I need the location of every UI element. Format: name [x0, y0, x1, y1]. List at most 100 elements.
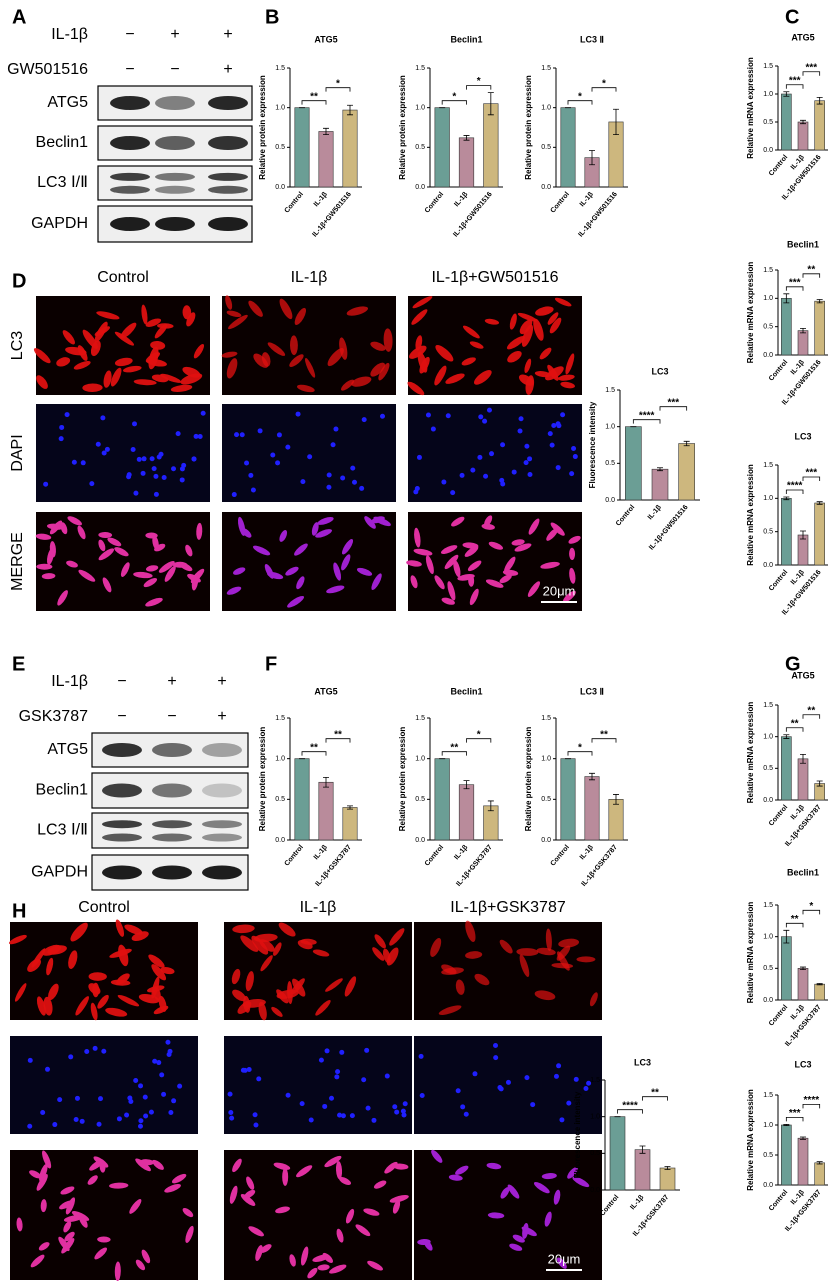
cell — [339, 1176, 352, 1186]
nucleus — [371, 1117, 377, 1123]
bar — [634, 1149, 651, 1191]
nucleus — [156, 1060, 162, 1066]
cell — [102, 577, 112, 593]
cell — [237, 516, 246, 536]
cell — [98, 548, 115, 561]
cell — [407, 381, 425, 396]
y-tick-label: 0.5 — [763, 324, 773, 331]
cell — [273, 942, 282, 956]
cell — [158, 561, 175, 573]
micrograph — [408, 404, 582, 502]
y-tick-label: 0.0 — [275, 837, 285, 844]
nucleus — [450, 490, 456, 496]
significance-label: *** — [789, 277, 801, 288]
nucleus — [159, 1072, 165, 1078]
micrograph — [414, 1149, 602, 1280]
nucleus — [140, 470, 146, 476]
y-tick-label: 1.0 — [763, 934, 773, 941]
bar — [458, 784, 475, 841]
cell — [82, 383, 103, 392]
significance-bracket — [785, 922, 804, 928]
cell — [509, 313, 517, 330]
cell — [499, 939, 513, 954]
nucleus — [197, 433, 203, 439]
cell — [517, 312, 537, 322]
cell — [109, 1182, 129, 1189]
band-label: Beclin1 — [36, 782, 89, 799]
blot-band — [208, 217, 248, 231]
y-tick-label: 1.5 — [415, 65, 425, 72]
cell — [431, 1149, 443, 1163]
y-tick-label: 0.0 — [415, 184, 425, 191]
nucleus — [52, 1122, 58, 1128]
cell — [226, 310, 242, 318]
blot-band — [202, 865, 242, 880]
cell — [434, 575, 445, 590]
bar — [797, 758, 809, 801]
cell — [339, 337, 348, 360]
cell — [558, 374, 575, 381]
x-tick-label: IL-1β — [453, 190, 470, 208]
cell — [386, 947, 399, 966]
significance-label: ** — [310, 91, 318, 102]
cell — [539, 347, 552, 360]
cell — [356, 567, 373, 576]
band-label: GAPDH — [31, 215, 88, 232]
y-tick-label: 0.5 — [415, 144, 425, 151]
nucleus — [527, 456, 533, 462]
cell — [240, 935, 259, 952]
cell — [133, 571, 153, 579]
cell — [484, 318, 500, 325]
cell — [264, 564, 274, 579]
panel-label: B — [265, 6, 279, 28]
cell — [97, 994, 109, 1009]
y-tick-label: 1.5 — [763, 63, 773, 70]
error-bar — [783, 496, 790, 501]
nucleus — [285, 444, 291, 450]
cell — [345, 1208, 355, 1224]
cell — [258, 1001, 267, 1021]
nucleus — [324, 1048, 330, 1054]
chart-title: LC3 — [651, 366, 668, 376]
cell — [123, 365, 142, 373]
chart-title: LC3 — [634, 1057, 651, 1067]
blot-band — [155, 172, 195, 181]
error-bar — [800, 1136, 806, 1140]
cell — [221, 351, 238, 358]
blot-band — [110, 96, 150, 110]
nucleus — [161, 474, 167, 480]
cell — [152, 1159, 164, 1170]
blot-band — [155, 136, 195, 150]
nucleus — [133, 1077, 139, 1083]
y-axis-label: Relative protein expression — [524, 75, 533, 180]
nucleus — [349, 1113, 355, 1119]
cell — [355, 1224, 371, 1237]
nucleus — [460, 1104, 466, 1110]
blot-band — [208, 185, 248, 194]
cell — [36, 996, 46, 1016]
y-tick-label: 1.0 — [275, 756, 285, 763]
nucleus — [136, 456, 142, 462]
error-bar — [683, 440, 690, 447]
nucleus — [500, 481, 506, 487]
nucleus — [68, 1054, 74, 1060]
cell — [150, 340, 166, 350]
cell — [110, 367, 122, 387]
nucleus — [239, 432, 245, 438]
cell — [66, 560, 78, 568]
nucleus — [161, 1091, 167, 1097]
error-bar — [487, 92, 494, 116]
y-tick-label: 0.5 — [763, 529, 773, 536]
nucleus — [478, 414, 484, 420]
cell — [576, 956, 596, 963]
significance-label: ** — [450, 742, 458, 753]
cell — [378, 362, 390, 381]
cell — [488, 541, 503, 550]
cell — [160, 967, 175, 975]
significance-label: ** — [651, 1087, 659, 1098]
cell — [461, 357, 476, 366]
nucleus — [300, 479, 306, 485]
y-tick-label: 0.0 — [763, 797, 773, 804]
y-tick-label: 1.0 — [763, 1122, 773, 1129]
cell — [70, 922, 88, 942]
